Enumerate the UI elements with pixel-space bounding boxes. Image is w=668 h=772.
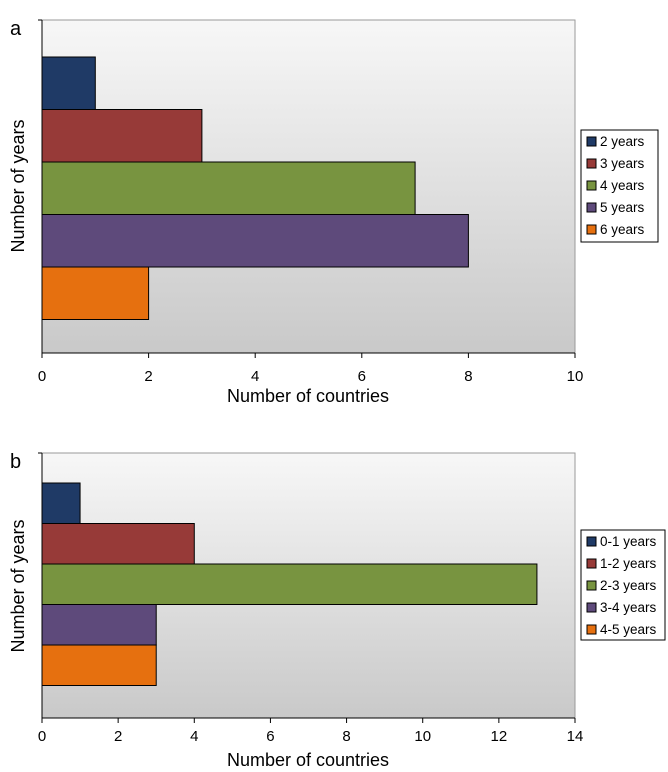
chart-panel-a: a Number of years Number of countries 0 2…	[8, 18, 659, 406]
bar-1-2-years	[41, 523, 195, 565]
legend-swatch	[586, 536, 597, 547]
x-tick-label: 8	[464, 368, 472, 385]
bar-3-4-years	[41, 604, 157, 646]
x-tick-label: 4	[251, 368, 259, 385]
legend-label: 3 years	[600, 156, 645, 171]
legend-label: 0-1 years	[600, 534, 657, 549]
bar-6-years	[41, 266, 150, 320]
bar-0-1-years	[41, 482, 81, 524]
x-tick-label: 2	[114, 728, 122, 745]
panel-letter-a: a	[10, 18, 22, 40]
x-tick-label: 10	[567, 368, 584, 385]
legend-swatch	[586, 180, 597, 191]
legend-label: 5 years	[600, 200, 645, 215]
legend-b: 0-1 years 1-2 years 2-3 years 3-4 years 4-5 …	[580, 529, 666, 641]
x-tick-label: 6	[358, 368, 366, 385]
bar-2-years	[41, 56, 96, 110]
x-tick-label: 14	[567, 728, 584, 745]
x-tick-label: 0	[38, 368, 46, 385]
bar-4-5-years	[41, 644, 157, 686]
legend-swatch	[586, 580, 597, 591]
x-tick-label: 4	[190, 728, 198, 745]
legend-swatch	[586, 224, 597, 235]
legend-label: 6 years	[600, 222, 645, 237]
x-tick-label: 2	[144, 368, 152, 385]
legend-swatch	[586, 602, 597, 613]
bar-5-years	[41, 214, 469, 268]
legend-a: 2 years 3 years 4 years 5 years 6 years	[580, 129, 659, 243]
y-axis-title-a: Number of years	[8, 119, 28, 252]
axes-b: 0 2 4 6 8 10 12 14	[38, 452, 584, 745]
x-axis-title-a: Number of countries	[227, 386, 389, 406]
bar-2-3-years	[41, 563, 538, 605]
legend-label: 4-5 years	[600, 622, 657, 637]
legend-label: 3-4 years	[600, 600, 657, 615]
bars-b	[41, 482, 538, 686]
x-tick-label: 8	[342, 728, 350, 745]
legend-swatch	[586, 158, 597, 169]
legend-label: 4 years	[600, 178, 645, 193]
legend-swatch	[586, 624, 597, 635]
x-axis-title-b: Number of countries	[227, 750, 389, 770]
chart-panel-b: b Number of years Number of countries 0 2…	[8, 451, 666, 770]
x-tick-label: 10	[414, 728, 431, 745]
y-axis-title-b: Number of years	[8, 519, 28, 652]
x-tick-label: 6	[266, 728, 274, 745]
legend-label: 2-3 years	[600, 578, 657, 593]
axes-a: 0 2 4 6 8 10	[38, 19, 584, 385]
x-tick-label: 12	[491, 728, 508, 745]
panel-letter-b: b	[10, 451, 21, 473]
legend-swatch	[586, 136, 597, 147]
legend-label: 1-2 years	[600, 556, 657, 571]
bar-3-years	[41, 109, 203, 163]
bars-a	[41, 56, 469, 320]
legend-swatch	[586, 558, 597, 569]
legend-swatch	[586, 202, 597, 213]
bar-4-years	[41, 161, 416, 215]
x-tick-label: 0	[38, 728, 46, 745]
legend-label: 2 years	[600, 134, 645, 149]
